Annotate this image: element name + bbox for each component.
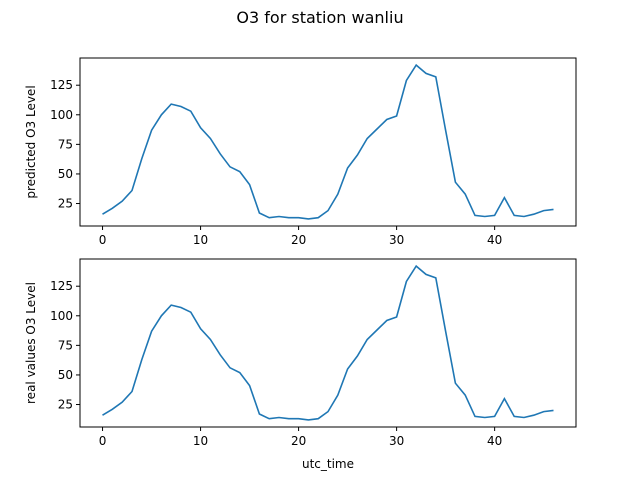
- x-tick-label: 10: [193, 434, 208, 448]
- series-line-predicted: [102, 63, 554, 220]
- series-line-real: [102, 264, 554, 421]
- y-tick-label: 100: [50, 108, 73, 122]
- x-tick-label: 20: [291, 434, 306, 448]
- x-ticks: 0 10 20 30 40: [99, 427, 502, 448]
- x-axis-label: utc_time: [302, 457, 354, 471]
- x-tick-label: 20: [291, 233, 306, 247]
- x-tick-label: 30: [389, 233, 404, 247]
- x-tick-label: 0: [99, 434, 107, 448]
- plot-frame: [79, 258, 577, 428]
- subplot-real-values: 0 10 20 30 40 25 50 75 100 125 real values O3 Le…: [24, 258, 577, 471]
- y-tick-label: 50: [58, 368, 73, 382]
- x-tick-label: 40: [487, 434, 502, 448]
- plot-frame: [79, 57, 577, 227]
- y-tick-label: 50: [58, 167, 73, 181]
- x-ticks: 0 10 20 30 40: [99, 226, 502, 247]
- subplot-predicted: 0 10 20 30 40 25 50 75 100 125 predicted O3 Leve…: [24, 57, 577, 247]
- x-tick-label: 40: [487, 233, 502, 247]
- x-tick-label: 10: [193, 233, 208, 247]
- y-axis-label: real values O3 Level: [24, 282, 38, 404]
- y-ticks: 25 50 75 100 125: [50, 78, 80, 211]
- y-tick-label: 75: [58, 137, 73, 151]
- y-tick-label: 125: [50, 78, 73, 92]
- figure-title: O3 for station wanliu: [236, 8, 404, 27]
- y-axis-label: predicted O3 Level: [24, 85, 38, 198]
- y-tick-label: 25: [58, 398, 73, 412]
- y-tick-label: 25: [58, 197, 73, 211]
- x-tick-label: 0: [99, 233, 107, 247]
- x-tick-label: 30: [389, 434, 404, 448]
- y-tick-label: 100: [50, 309, 73, 323]
- y-ticks: 25 50 75 100 125: [50, 279, 80, 412]
- y-tick-label: 75: [58, 338, 73, 352]
- y-tick-label: 125: [50, 279, 73, 293]
